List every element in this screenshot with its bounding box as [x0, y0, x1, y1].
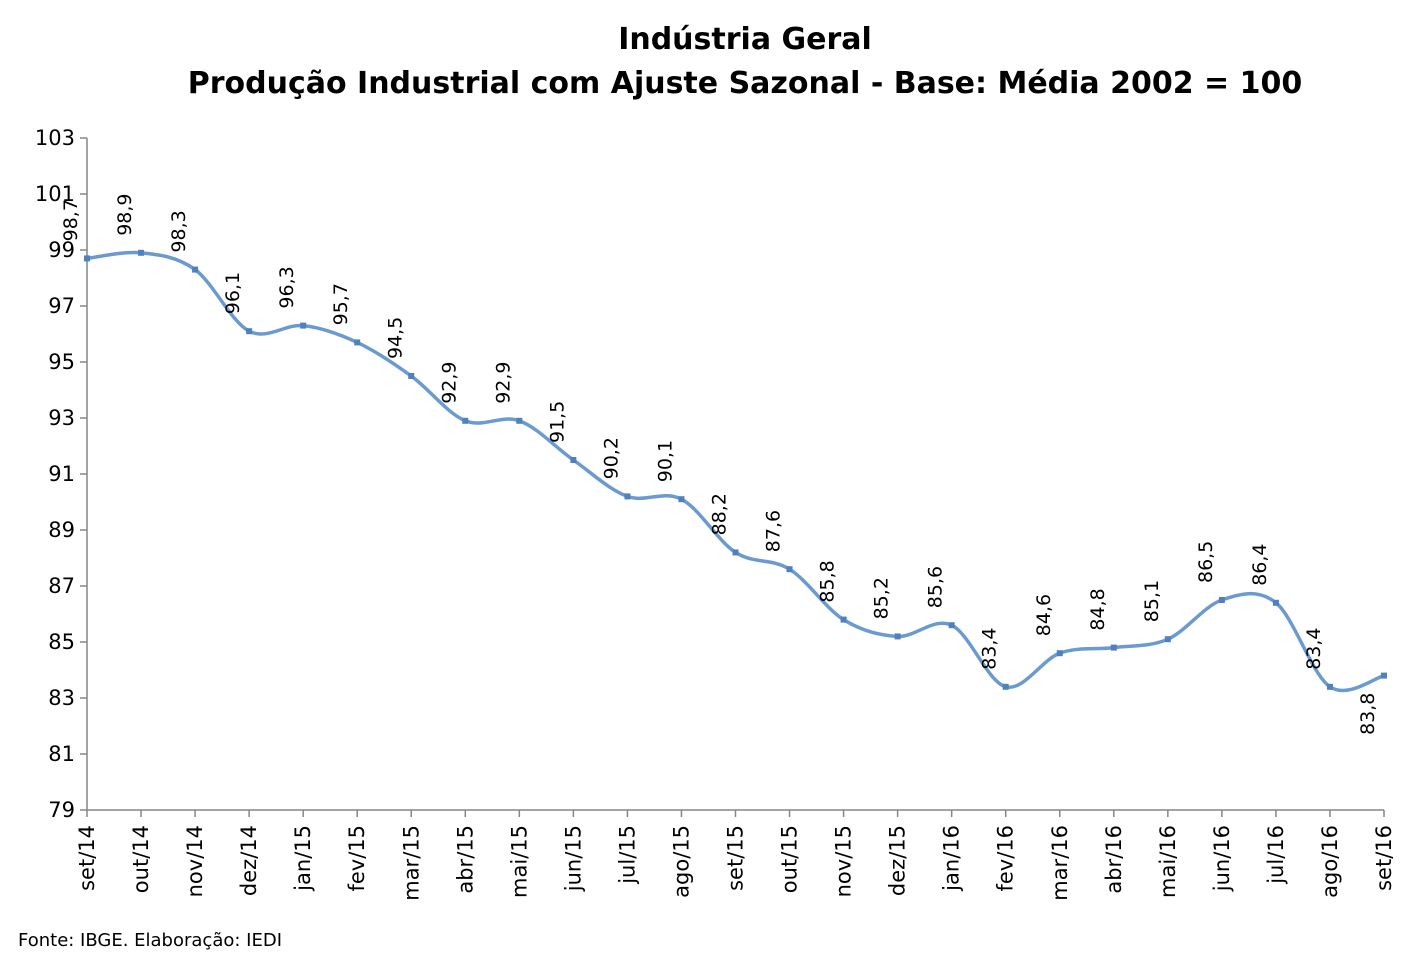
data-point — [1218, 597, 1225, 603]
x-tick-label: jan/15 — [291, 825, 315, 892]
x-tick-label: abr/16 — [1102, 825, 1126, 894]
x-tick-label: jul/16 — [1264, 825, 1288, 885]
data-point — [408, 373, 415, 379]
data-point — [786, 566, 793, 573]
data-label: 96,1 — [222, 272, 244, 314]
x-tick-label: out/15 — [778, 825, 802, 893]
data-label: 83,8 — [1357, 693, 1379, 735]
y-tick-label: 93 — [48, 406, 75, 430]
y-tick-label: 87 — [48, 574, 75, 598]
data-point — [462, 417, 469, 424]
data-label: 85,2 — [871, 577, 893, 619]
x-tick-label: mai/16 — [1156, 825, 1180, 898]
source-note: Fonte: IBGE. Elaboração: IEDI — [18, 930, 283, 951]
y-tick-label: 81 — [48, 742, 75, 766]
y-tick-label: 89 — [48, 518, 75, 542]
data-point — [354, 339, 361, 346]
data-point — [138, 249, 145, 256]
data-label: 90,1 — [654, 440, 676, 482]
x-tick-label: mar/16 — [1048, 825, 1072, 901]
data-label: 85,6 — [925, 566, 947, 608]
x-tick-label: abr/15 — [453, 825, 477, 894]
data-point — [840, 616, 847, 623]
data-markers — [84, 249, 1387, 690]
y-tick-label: 95 — [48, 350, 75, 374]
data-point — [1326, 683, 1333, 690]
data-point — [84, 255, 90, 262]
data-point — [1002, 683, 1009, 690]
data-label: 98,7 — [60, 199, 82, 241]
y-tick-label: 101 — [35, 182, 75, 206]
data-label: 87,6 — [763, 510, 785, 552]
chart-axes — [86, 138, 1384, 811]
x-axis-ticks: set/14 out/14 nov/14 dez/14 jan/15 fev/15 mar/… — [75, 810, 1396, 901]
data-label: 92,9 — [438, 361, 460, 403]
data-point — [1056, 650, 1063, 657]
data-point — [192, 266, 199, 273]
data-point — [1164, 636, 1171, 643]
chart-title-main: Indústria Geral — [618, 22, 872, 57]
data-point — [1381, 672, 1387, 679]
data-point — [1110, 644, 1117, 651]
y-tick-label: 103 — [35, 126, 75, 150]
x-tick-label: jun/16 — [1210, 825, 1234, 892]
x-tick-label: set/15 — [724, 825, 748, 891]
data-point — [624, 493, 631, 500]
x-tick-label: jul/15 — [615, 825, 639, 885]
y-tick-label: 85 — [48, 630, 75, 654]
data-label: 92,9 — [492, 361, 514, 403]
x-tick-label: ago/16 — [1318, 825, 1342, 898]
data-point — [570, 457, 577, 463]
x-tick-label: set/14 — [75, 825, 99, 891]
data-point — [246, 328, 253, 335]
data-labels: 98,7 98,9 98,3 96,1 96,3 95,7 94,5 92,9 92,9 91,5… — [60, 193, 1379, 734]
data-point — [894, 633, 901, 640]
data-label: 84,6 — [1033, 594, 1055, 636]
data-label: 86,4 — [1249, 543, 1271, 585]
y-axis-ticks: 79 81 83 85 87 89 91 93 95 97 99 101 103 — [35, 126, 87, 822]
data-label: 83,4 — [979, 627, 1001, 669]
chart-subtitle: Produção Industrial com Ajuste Sazonal -… — [187, 66, 1303, 101]
data-label: 88,2 — [709, 493, 731, 535]
x-tick-label: dez/14 — [237, 825, 261, 896]
data-label: 94,5 — [384, 317, 406, 359]
data-label: 98,3 — [168, 210, 190, 252]
x-tick-label: jun/15 — [561, 825, 585, 892]
x-tick-label: jan/16 — [940, 825, 964, 892]
data-label: 91,5 — [546, 401, 568, 443]
data-point — [300, 322, 307, 329]
data-label: 96,3 — [276, 266, 298, 308]
x-tick-label: out/14 — [129, 825, 153, 893]
data-point — [516, 417, 523, 424]
data-point — [678, 496, 685, 503]
x-tick-label: nov/14 — [183, 825, 207, 897]
data-label: 98,9 — [114, 193, 136, 235]
x-tick-label: fev/15 — [345, 825, 369, 892]
data-point — [1272, 599, 1279, 606]
x-tick-label: nov/15 — [832, 825, 856, 897]
x-tick-label: mar/15 — [399, 825, 423, 901]
data-label: 83,4 — [1303, 627, 1325, 669]
x-tick-label: dez/15 — [886, 825, 910, 896]
data-point — [948, 622, 955, 629]
x-tick-label: mai/15 — [507, 825, 531, 898]
data-label: 95,7 — [330, 283, 352, 325]
data-label: 84,8 — [1087, 588, 1109, 630]
chart-title: Indústria Geral Produção Industrial com … — [0, 18, 1403, 106]
data-label: 85,8 — [817, 560, 839, 602]
y-tick-label: 97 — [48, 294, 75, 318]
y-tick-label: 99 — [48, 238, 75, 262]
data-label: 86,5 — [1195, 541, 1217, 583]
x-tick-label: set/16 — [1372, 825, 1396, 891]
y-tick-label: 79 — [48, 798, 75, 822]
x-tick-label: fev/16 — [994, 825, 1018, 892]
series-line — [85, 250, 1386, 693]
y-tick-label: 83 — [48, 686, 75, 710]
data-label: 90,2 — [600, 437, 622, 479]
y-tick-label: 91 — [48, 462, 75, 486]
data-point — [732, 549, 739, 556]
data-label: 85,1 — [1141, 580, 1163, 622]
x-tick-label: ago/15 — [669, 825, 693, 898]
